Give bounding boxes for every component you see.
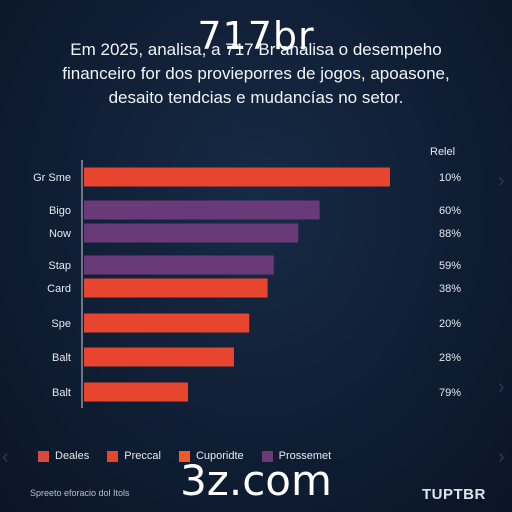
value-label: 79% xyxy=(439,387,461,399)
legend-label: Prossemet xyxy=(278,450,332,462)
chevron-right-icon[interactable]: › xyxy=(498,170,505,192)
title-line-2: financeiro for dos provieporres de jogos… xyxy=(62,64,450,83)
legend-item: Prossemet xyxy=(261,450,332,462)
legend-swatch xyxy=(261,450,273,462)
watermark-bottom: 3z.com xyxy=(180,456,332,505)
chevron-left-icon[interactable]: ‹ xyxy=(2,446,9,468)
legend-item: Deales xyxy=(38,450,89,462)
brand-logo: TUPTBR xyxy=(422,486,486,503)
chevron-right-icon[interactable]: › xyxy=(498,446,505,468)
chevron-right-icon[interactable]: › xyxy=(498,376,505,398)
title-line-1: Em 2025, analisa, a 717 Br analisa o des… xyxy=(70,40,442,59)
value-label: 20% xyxy=(439,318,461,330)
category-label: Balt xyxy=(52,352,71,364)
category-label: Balt xyxy=(52,387,71,399)
value-label: 60% xyxy=(439,205,461,217)
category-label: Gr Sme xyxy=(33,172,71,184)
bar xyxy=(84,167,390,187)
legend-label: Deales xyxy=(55,450,90,462)
bar xyxy=(84,313,250,333)
bar xyxy=(84,278,268,298)
legend-swatch xyxy=(107,450,119,462)
category-label: Spe xyxy=(51,318,71,330)
category-label: Bigo xyxy=(49,205,71,217)
category-label: Now xyxy=(49,228,71,240)
legend-item: Cuporidte xyxy=(178,450,244,462)
category-label: Stap xyxy=(48,260,71,272)
legend-swatch xyxy=(38,450,49,462)
chart-title: Em 2025, analisa, a 717 Br analisa o des… xyxy=(20,38,492,110)
legend-label: Preccal xyxy=(124,450,161,462)
value-label: 38% xyxy=(439,283,461,295)
value-column-header: Relel xyxy=(430,146,456,158)
legend-label: Cuporidte xyxy=(195,450,244,462)
bar xyxy=(84,200,320,220)
bar xyxy=(84,347,234,367)
value-label: 10% xyxy=(439,172,461,184)
value-label: 28% xyxy=(439,352,461,364)
legend-swatch xyxy=(178,450,190,462)
value-label: 88% xyxy=(439,228,461,240)
watermark-top: 717br xyxy=(197,14,315,58)
legend: Deales Preccal Cuporidte Prossemet xyxy=(38,450,331,462)
category-label: Card xyxy=(47,283,71,295)
legend-item: Preccal xyxy=(107,450,161,462)
bar xyxy=(84,255,274,275)
value-label: 59% xyxy=(439,260,461,272)
bar xyxy=(84,382,189,402)
title-line-3: desaito tendcias e mudancías no setor. xyxy=(108,88,404,107)
source-note: Spreeto eforacio dol Itols xyxy=(30,488,130,498)
bar xyxy=(84,223,299,243)
